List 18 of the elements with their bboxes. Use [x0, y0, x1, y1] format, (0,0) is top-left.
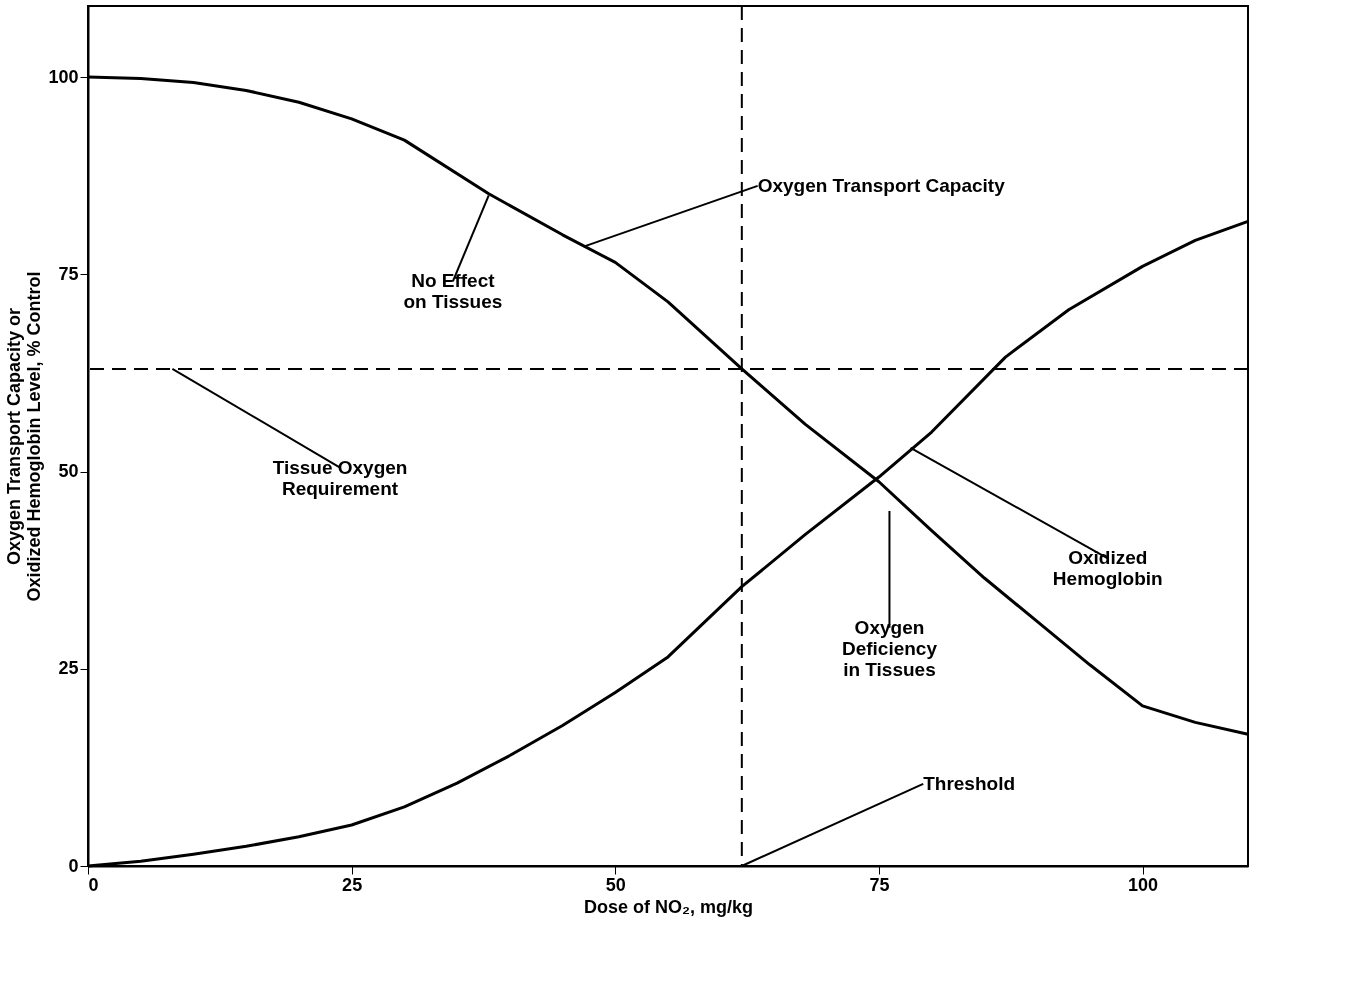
y-tick-label: 100 [48, 66, 79, 87]
annotation: Tissue Oxygen Requirement [272, 456, 408, 499]
x-tick-label: 25 [342, 874, 363, 895]
x-tick-label: 75 [869, 874, 890, 895]
annotation: No Effect on Tissues [403, 270, 503, 313]
annotation: Threshold [923, 772, 1016, 794]
x-tick-label: 50 [605, 874, 626, 895]
annotation: Oxygen Transport Capacity [757, 174, 1006, 196]
x-tick-label: 0 [88, 874, 99, 895]
y-axis-title: Oxygen Transport Capacity or Oxidized Hemoglobin Level, % Control [4, 271, 45, 602]
y-tick-label: 50 [58, 461, 79, 481]
x-axis-title: Dose of NO₂, mg/kg [583, 896, 754, 917]
annotation: Oxidized Hemoglobin [1052, 547, 1163, 590]
y-tick-label: 0 [68, 855, 79, 876]
y-tick-label: 75 [58, 263, 79, 284]
x-tick-label: 100 [1128, 874, 1159, 895]
annotation: Oxygen Deficiency in Tissues [841, 616, 938, 680]
y-tick-label: 25 [58, 658, 79, 679]
